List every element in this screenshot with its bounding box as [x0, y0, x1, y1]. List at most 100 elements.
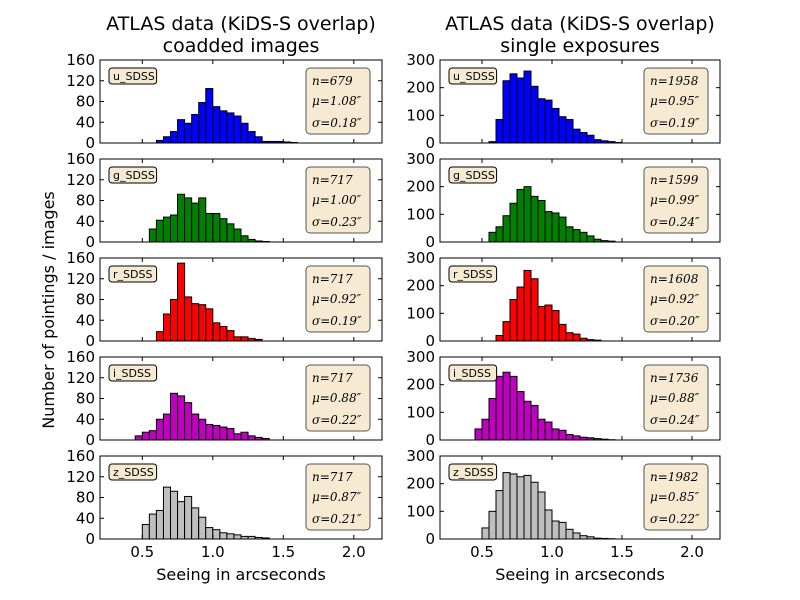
histogram-bar	[141, 431, 150, 441]
histogram-bar	[537, 418, 546, 441]
stat-sigma: σ=0.21″	[312, 512, 362, 526]
histogram-bar	[162, 313, 171, 342]
histogram-bar	[530, 85, 539, 144]
stats-box	[643, 463, 709, 531]
histogram-bar	[551, 212, 560, 243]
histogram-panel-z_SDSS: 0 40 80 120 160 z_SDSS n=717 μ=0.87″ σ=0.21″	[66, 447, 383, 548]
histogram-bar	[558, 116, 567, 144]
histogram-bar	[205, 308, 214, 342]
histogram-bar	[240, 336, 249, 342]
y-tick-label: 160	[66, 150, 95, 168]
histogram-bar	[488, 510, 497, 540]
stat-n: n=717	[312, 173, 353, 187]
stat-n: n=717	[312, 371, 353, 385]
histogram-bar	[155, 509, 164, 540]
histogram-bar	[558, 216, 567, 243]
y-tick-label: 0	[425, 332, 435, 350]
band-label: g_SDSS	[113, 169, 155, 182]
stat-sigma: σ=0.22″	[650, 512, 700, 526]
y-tick-label: 0	[425, 134, 435, 152]
histogram-bar	[516, 77, 525, 144]
y-tick-label: 40	[76, 212, 95, 230]
histogram-bar	[226, 533, 235, 540]
stat-mu: μ=0.99″	[650, 193, 700, 207]
band-label-box	[448, 265, 498, 283]
stat-sigma: σ=0.18″	[312, 116, 362, 130]
histogram-bar	[537, 491, 546, 540]
histogram-bar	[544, 99, 553, 144]
y-tick-label: 80	[76, 291, 95, 309]
stats-box	[305, 67, 371, 135]
y-tick-label: 200	[406, 79, 435, 97]
y-axis-label: Number of pointings / images	[39, 191, 58, 428]
y-tick-label: 160	[66, 447, 95, 465]
band-label: u_SDSS	[453, 70, 495, 83]
histogram-bar	[523, 186, 532, 243]
histogram-bar	[495, 490, 504, 540]
histogram-bar	[481, 527, 490, 540]
histogram-bar	[219, 218, 228, 243]
histogram-bar	[502, 321, 511, 342]
histogram-bar	[177, 395, 186, 441]
histogram-bar	[509, 73, 518, 144]
x-tick-label: 1.5	[271, 543, 295, 561]
stat-mu: μ=1.00″	[312, 193, 362, 207]
histogram-bar	[205, 212, 214, 243]
histogram-bar	[523, 474, 532, 540]
histogram-bar	[572, 128, 581, 144]
stats-box	[305, 364, 371, 432]
histogram-bar	[170, 299, 179, 342]
histogram-panel-u_SDSS: 0 40 80 120 160 u_SDSS n=679 μ=1.08″ σ=0.18″	[66, 51, 383, 152]
y-tick-label: 100	[406, 403, 435, 421]
histogram-bar	[516, 476, 525, 540]
band-label-box	[108, 166, 158, 184]
stat-n: n=679	[312, 74, 353, 88]
stat-mu: μ=0.85″	[650, 490, 700, 504]
band-label-box	[448, 463, 498, 481]
stats-box	[643, 166, 709, 234]
histogram-bar	[523, 70, 532, 144]
stat-n: n=1599	[650, 173, 699, 187]
histogram-bar	[523, 269, 532, 342]
y-tick-label: 80	[76, 192, 95, 210]
histogram-bar	[572, 532, 581, 540]
histogram-bar	[177, 119, 186, 144]
histogram-panel-r_SDSS: 0 40 80 120 160 r_SDSS n=717 μ=0.92″ σ=0.19″	[66, 249, 383, 350]
y-tick-label: 100	[406, 502, 435, 520]
histogram-bar	[141, 523, 150, 540]
y-tick-label: 80	[76, 489, 95, 507]
y-tick-label: 80	[76, 93, 95, 111]
histogram-bar	[198, 304, 207, 342]
histogram-bar	[565, 226, 574, 243]
histogram-bar	[134, 435, 143, 441]
band-label-box	[448, 364, 498, 382]
histogram-bar	[586, 134, 595, 144]
histogram-bar	[254, 136, 263, 144]
histogram-bar	[184, 296, 193, 342]
stat-n: n=1736	[650, 371, 699, 385]
histogram-bar	[212, 106, 221, 144]
histogram-bar	[177, 193, 186, 243]
y-tick-label: 120	[66, 369, 95, 387]
histogram-bar	[184, 495, 193, 540]
band-label: i_SDSS	[453, 367, 491, 380]
histogram-bar	[226, 330, 235, 342]
y-tick-label: 40	[76, 311, 95, 329]
panel-frame	[439, 257, 721, 342]
y-tick-label: 300	[406, 249, 435, 267]
histogram-panel-u_SDSS: 0 100 200 300 u_SDSS n=1958 μ=0.95″ σ=0.19″	[406, 51, 721, 152]
histogram-bar	[240, 122, 249, 144]
band-label: z_SDSS	[453, 466, 494, 479]
stat-n: n=1608	[650, 272, 699, 286]
histogram-bar	[212, 424, 221, 441]
y-tick-label: 200	[406, 376, 435, 394]
y-tick-label: 0	[425, 530, 435, 548]
y-tick-label: 120	[66, 468, 95, 486]
band-label: r_SDSS	[453, 268, 492, 281]
stat-sigma: σ=0.24″	[650, 413, 700, 427]
band-label-box	[108, 364, 158, 382]
stat-sigma: σ=0.24″	[650, 215, 700, 229]
y-tick-label: 100	[406, 304, 435, 322]
histogram-bar	[226, 223, 235, 243]
histogram-bar	[155, 219, 164, 243]
